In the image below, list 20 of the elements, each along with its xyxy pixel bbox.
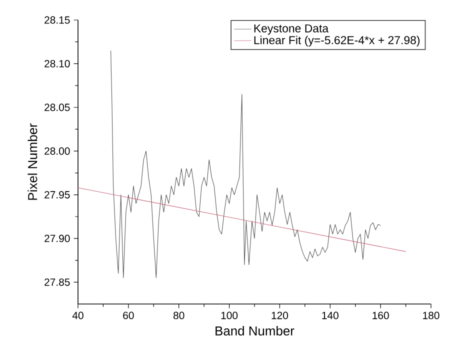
x-tick-label: 140 <box>322 312 338 320</box>
x-tick-label: 80 <box>173 312 184 320</box>
legend-label: Linear Fit (y=-5.62E-4*x + 27.98) <box>254 36 420 46</box>
line-series <box>110 50 381 278</box>
y-tick-label: 28.05 <box>44 104 70 112</box>
x-tick-label: 40 <box>72 312 84 320</box>
y-tick-label: 27.85 <box>44 278 70 286</box>
y-tick-label: 27.90 <box>44 234 70 242</box>
x-tick-label: 180 <box>423 312 440 320</box>
legend-label: Keystone Data <box>254 24 329 35</box>
y-tick-label: 27.95 <box>44 191 70 198</box>
x-tick-label: 120 <box>272 312 288 320</box>
y-tick-label: 28.15 <box>44 16 70 24</box>
y-tick-label: 28.10 <box>44 60 70 68</box>
x-axis-title: Band Number <box>216 326 294 336</box>
y-tick-label: 28.00 <box>44 147 70 155</box>
y-axis-title: Pixel Number <box>28 123 38 200</box>
x-tick-label: 160 <box>372 312 389 320</box>
x-tick-label: 60 <box>123 312 134 320</box>
x-tick-label: 100 <box>221 312 238 320</box>
